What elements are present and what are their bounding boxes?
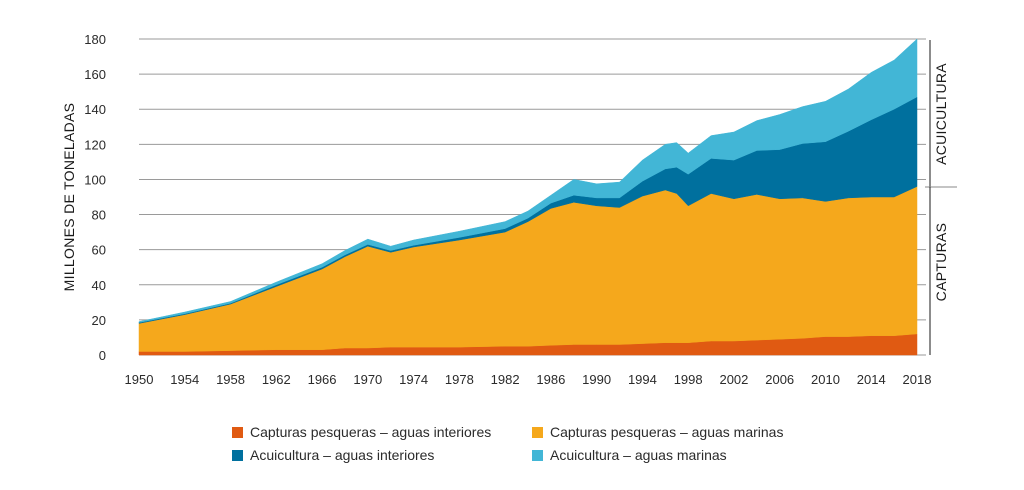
- legend-label: Acuicultura – aguas interiores: [250, 447, 435, 463]
- x-tick-label: 1950: [125, 372, 154, 387]
- x-tick-label: 2002: [719, 372, 748, 387]
- legend-item: Capturas pesqueras – aguas marinas: [532, 424, 783, 440]
- legend-item: Acuicultura – aguas interiores: [232, 447, 434, 463]
- x-tick-label: 2018: [903, 372, 932, 387]
- legend-swatch: [232, 426, 243, 438]
- x-tick-label: 1962: [262, 372, 291, 387]
- x-tick-label: 2006: [765, 372, 794, 387]
- x-tick-label: 1994: [628, 372, 657, 387]
- y-axis-title: MILLONES DE TONELADAS: [61, 103, 77, 292]
- x-tick-label: 1990: [582, 372, 611, 387]
- y-tick-label: 180: [84, 32, 106, 47]
- x-tick-label: 1966: [308, 372, 337, 387]
- x-tick-label: 2010: [811, 372, 840, 387]
- y-tick-label: 140: [84, 102, 106, 117]
- y-tick-label: 0: [99, 348, 106, 363]
- legend-item: Acuicultura – aguas marinas: [532, 447, 727, 463]
- y-tick-label: 60: [92, 243, 106, 258]
- legend-swatch: [232, 449, 243, 461]
- area-series: [138, 38, 918, 356]
- legend-item: Capturas pesqueras – aguas interiores: [232, 424, 491, 440]
- x-tick-label: 1954: [170, 372, 199, 387]
- x-tick-label: 1982: [491, 372, 520, 387]
- area-series-3: [138, 38, 918, 323]
- x-axis-ticks: 1950 1954 1958 1962 1966 1970 1974 1978 1982 1986…: [125, 372, 932, 387]
- x-tick-label: 1958: [216, 372, 245, 387]
- legend-swatch: [532, 449, 543, 461]
- x-tick-label: 1986: [536, 372, 565, 387]
- bracket-label-acuicultura: ACUICULTURA: [933, 63, 949, 165]
- x-tick-label: 1978: [445, 372, 474, 387]
- y-tick-label: 160: [84, 67, 106, 82]
- x-tick-label: 2014: [857, 372, 886, 387]
- y-tick-label: 80: [92, 208, 106, 223]
- y-tick-label: 20: [92, 313, 106, 328]
- legend-label: Acuicultura – aguas marinas: [550, 447, 727, 463]
- x-tick-label: 1970: [353, 372, 382, 387]
- bracket-label-capturas: CAPTURAS: [933, 223, 949, 302]
- x-tick-label: 1974: [399, 372, 428, 387]
- y-axis-ticks: 0 20 40 60 80 100 120 140 160 180: [84, 32, 106, 363]
- y-tick-label: 40: [92, 278, 106, 293]
- legend-label: Capturas pesqueras – aguas interiores: [250, 424, 492, 440]
- y-tick-label: 120: [84, 137, 106, 152]
- x-tick-label: 1998: [674, 372, 703, 387]
- y-tick-label: 100: [84, 172, 106, 187]
- legend-label: Capturas pesqueras – aguas marinas: [550, 424, 784, 440]
- legend-swatch: [532, 426, 543, 438]
